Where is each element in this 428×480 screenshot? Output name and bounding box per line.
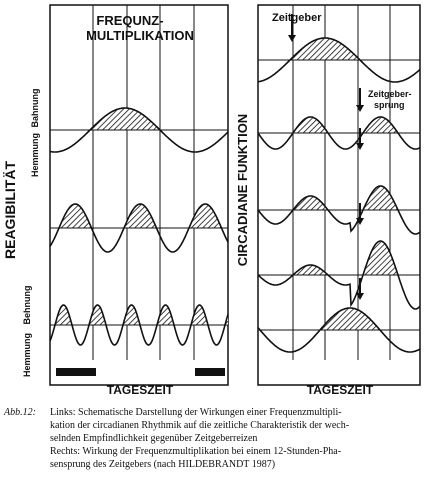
wave (257, 37, 421, 83)
caption-line: sensprung des Zeitgebers (nach HILDEBRAN… (50, 459, 275, 470)
y-label: CIRCADIANE FUNKTION (235, 114, 250, 266)
hatched-area (258, 308, 420, 330)
sprung-label: sprung (374, 100, 405, 110)
hatched-area (50, 204, 228, 228)
wave (257, 185, 421, 235)
left-title: FREQUNZ- (96, 13, 163, 28)
x-label: TAGESZEIT (307, 383, 374, 397)
axis-note: Hemmung (22, 333, 32, 377)
wave (49, 203, 229, 253)
hatched-area (258, 241, 420, 275)
caption-line: selnden Empfindlichkeit gegenüber Zeitge… (50, 433, 257, 444)
wave (49, 304, 229, 346)
caption-line: Rechts: Wirkung der Frequenzmultiplikati… (50, 446, 341, 457)
panels (49, 4, 421, 386)
night-bar (56, 368, 96, 376)
x-label: TAGESZEIT (107, 383, 174, 397)
caption-label: Abb.12: (3, 407, 36, 418)
axis-note: Behnung (22, 286, 32, 325)
hatched-area (50, 305, 228, 325)
caption-line: kation der circadianen Rhythmik auf die … (50, 420, 349, 431)
arrow-head (356, 218, 364, 225)
arrow-head (288, 35, 296, 42)
caption: Links: Schematische Darstellung der Wirk… (50, 407, 349, 470)
caption-line: Links: Schematische Darstellung der Wirk… (50, 407, 342, 418)
hatched-area (258, 38, 420, 60)
axis-note: Hemmung (30, 133, 40, 177)
wave (49, 107, 229, 153)
y-label: REAGIBILITÄT (2, 161, 18, 259)
zeitgeber-label: Zeitgeber (272, 12, 322, 24)
waves (49, 5, 421, 360)
wave (257, 307, 421, 353)
left-title: MULTIPLIKATION (86, 28, 194, 43)
night-bar (195, 368, 225, 376)
arrow-head (356, 293, 364, 300)
hatched-area (50, 108, 228, 130)
left-frame (49, 4, 229, 386)
arrow-head (356, 143, 364, 150)
axis-note: Bahnung (30, 89, 40, 128)
wave (257, 240, 421, 310)
arrow-head (356, 105, 364, 112)
right-frame (257, 4, 421, 386)
wave (257, 116, 421, 150)
hatched-area (258, 117, 420, 133)
